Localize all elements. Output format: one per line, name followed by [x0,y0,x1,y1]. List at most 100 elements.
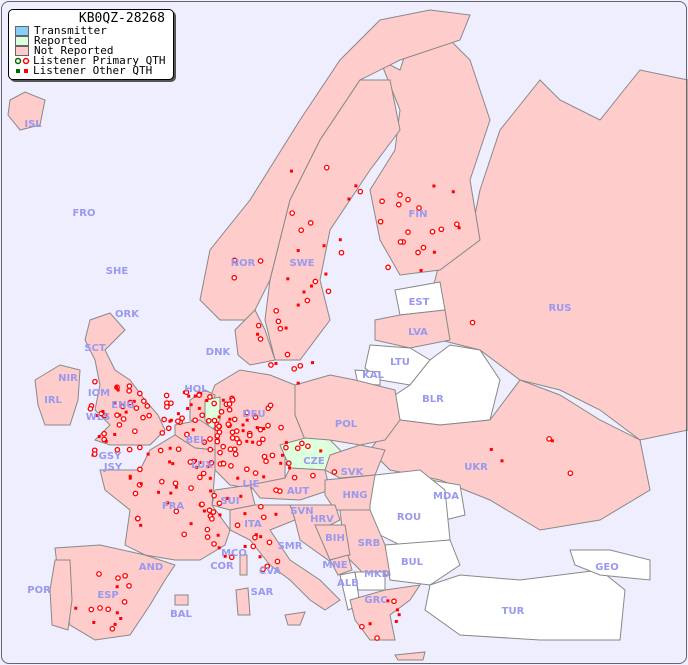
listener-primary-qth-marker [227,446,234,453]
listener-other-qth-marker [262,427,266,431]
listener-primary-qth-marker [283,444,289,451]
country-label-iom: IOM [88,388,110,399]
listener-primary-qth-marker [261,453,268,460]
listener-other-qth-marker [139,523,143,527]
listener-other-qth-marker [74,606,78,610]
listener-primary-qth-marker [252,414,259,421]
listener-primary-qth-marker [114,412,120,418]
listener-primary-qth-marker [214,432,221,439]
listener-primary-qth-marker [175,446,182,453]
listener-primary-qth-marker [225,421,232,427]
listener-other-qth-marker [166,501,170,505]
listener-primary-qth-marker [144,403,151,409]
listener-other-qth-marker [116,388,120,392]
listener-primary-qth-marker [161,416,167,423]
listener-primary-qth-marker [453,221,460,228]
country-label-lie: LIE [243,479,260,490]
listener-primary-qth-marker [285,460,292,467]
country-cor [239,554,248,576]
listener-other-qth-marker [280,453,284,457]
listener-primary-qth-marker [257,426,264,433]
listener-other-qth-marker [347,197,351,201]
listener-primary-qth-marker [115,575,121,581]
country-label-mco: MCO [221,548,247,559]
country-label-bal: BAL [170,609,192,620]
listener-primary-qth-marker [268,362,274,368]
listener-primary-qth-marker [233,428,240,435]
listener-primary-qth-marker [429,228,436,235]
listener-other-qth-marker [168,446,172,450]
listener-other-qth-marker [228,417,232,421]
listener-other-qth-marker [187,394,191,398]
country-label-svn: SVN [290,506,313,517]
listener-primary-qth-marker [265,422,271,429]
listener-primary-qth-marker [229,397,236,403]
listener-primary-qth-marker [228,554,235,561]
legend-reported: Reported [9,35,173,46]
square-marker-icon [15,67,33,75]
listener-primary-qth-marker [377,218,384,225]
legend-primary-qth: Listener Primary QTH [9,55,173,66]
listener-primary-qth-marker [331,469,338,475]
listener-primary-qth-marker [88,606,95,613]
country-label-cor: COR [210,561,234,572]
listener-primary-qth-marker [257,503,264,510]
listener-other-qth-marker [208,476,212,480]
callsign-title: KB0QZ-28268 [78,11,165,26]
listener-other-qth-marker [171,462,175,466]
listener-primary-qth-marker [188,485,194,491]
listener-primary-qth-marker [325,288,332,295]
country-label-nir: NIR [58,373,78,384]
listener-primary-qth-marker [133,405,140,411]
listener-other-qth-marker [394,619,398,623]
listener-other-qth-marker [254,533,258,537]
country-label-sct: SCT [84,343,106,354]
listener-other-qth-marker [243,512,247,516]
listener-primary-qth-marker [199,501,205,508]
listener-other-qth-marker [386,599,390,603]
listener-primary-qth-marker [323,164,330,171]
listener-other-qth-marker [432,250,436,254]
listener-other-qth-marker [296,303,300,307]
listener-primary-qth-marker [255,322,262,329]
listener-primary-qth-marker [246,432,253,439]
listener-primary-qth-marker [310,472,316,479]
listener-primary-qth-marker [207,394,213,400]
listener-primary-qth-marker [374,635,380,641]
listener-primary-qth-marker [397,239,404,245]
listener-primary-qth-marker [385,264,391,271]
listener-primary-qth-marker [87,405,94,412]
listener-other-qth-marker [251,440,255,444]
listener-primary-qth-marker [216,500,223,507]
listener-primary-qth-marker [137,466,143,473]
country-mne [329,554,353,576]
listener-other-qth-marker [132,399,136,403]
listener-other-qth-marker [368,622,372,626]
legend-label: Listener Other QTH [33,64,153,77]
country-label-fro: FRO [72,208,95,219]
listener-other-qth-marker [395,608,399,612]
country-sar [235,587,251,616]
country-label-blr: BLR [422,394,444,405]
listener-primary-qth-marker [243,466,250,473]
country-label-sar: SAR [251,587,274,598]
circle-marker-icon [15,57,33,65]
listener-other-qth-marker [311,361,315,365]
listener-primary-qth-marker [209,515,215,522]
listener-other-qth-marker [489,447,493,451]
country-crete [394,651,426,661]
listener-primary-qth-marker [205,417,212,424]
listener-other-qth-marker [189,403,193,407]
listener-primary-qth-marker [159,430,166,436]
listener-primary-qth-marker [119,403,126,410]
listener-other-qth-marker [397,613,401,617]
listener-other-qth-marker [169,491,173,495]
listener-primary-qth-marker [134,515,141,522]
listener-primary-qth-marker [567,470,574,477]
country-label-bih: BIH [325,533,345,544]
listener-primary-qth-marker [420,244,427,251]
listener-other-qth-marker [146,452,150,456]
listener-primary-qth-marker [105,606,112,613]
listener-other-qth-marker [197,406,201,410]
country-label-ork: ORK [115,309,140,320]
